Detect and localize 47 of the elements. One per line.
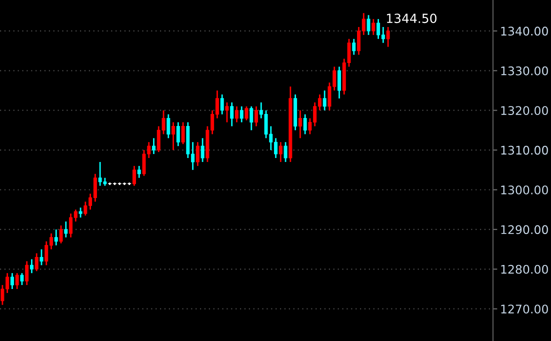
candlestick [366, 14, 370, 36]
candlestick [137, 165, 141, 179]
candlestick [254, 106, 258, 127]
candlestick [78, 206, 82, 218]
candlestick [220, 94, 224, 116]
y-tick-label: 1270.00 [501, 304, 548, 314]
y-tick-label: 1280.00 [501, 264, 548, 274]
y-tick-label: 1300.00 [501, 185, 548, 194]
candlestick [244, 106, 248, 121]
candlestick [225, 102, 229, 123]
candlestick [298, 110, 302, 139]
candlestick [34, 252, 38, 272]
candlestick [15, 272, 19, 290]
candlestick [10, 272, 14, 290]
candlestick [250, 106, 254, 131]
candlestick [54, 228, 58, 246]
y-tick-label: 1340.00 [501, 26, 548, 36]
candlestick [181, 122, 185, 145]
candlestick [64, 220, 68, 238]
candlestick [240, 106, 244, 123]
candlestick [59, 224, 63, 244]
candlestick [152, 137, 156, 155]
y-tick-label: 1330.00 [501, 66, 548, 76]
candlestick [234, 106, 238, 123]
candlestick [200, 137, 204, 163]
candlestick [20, 272, 24, 286]
candlestick [176, 122, 180, 147]
candlestick [196, 141, 200, 167]
candlestick [40, 248, 44, 266]
candlestick [25, 260, 29, 286]
candlestick [132, 165, 136, 186]
annotation: 1344.50 [386, 14, 436, 24]
candlestick [30, 258, 34, 274]
candlestick [386, 26, 390, 48]
candlestick [352, 38, 356, 56]
candlestick [338, 66, 341, 100]
candlestick [166, 114, 170, 139]
candlestick [372, 18, 376, 36]
candlestick [278, 141, 282, 163]
y-tick-label: 1310.00 [501, 146, 548, 155]
candlestick [284, 141, 288, 163]
candlestick [172, 122, 176, 151]
candlestick [230, 102, 234, 127]
candlestick [303, 114, 307, 135]
candlestick [322, 90, 326, 112]
y-tick-label: 1320.00 [501, 106, 548, 116]
y-tick-label: 1290.00 [501, 225, 548, 234]
